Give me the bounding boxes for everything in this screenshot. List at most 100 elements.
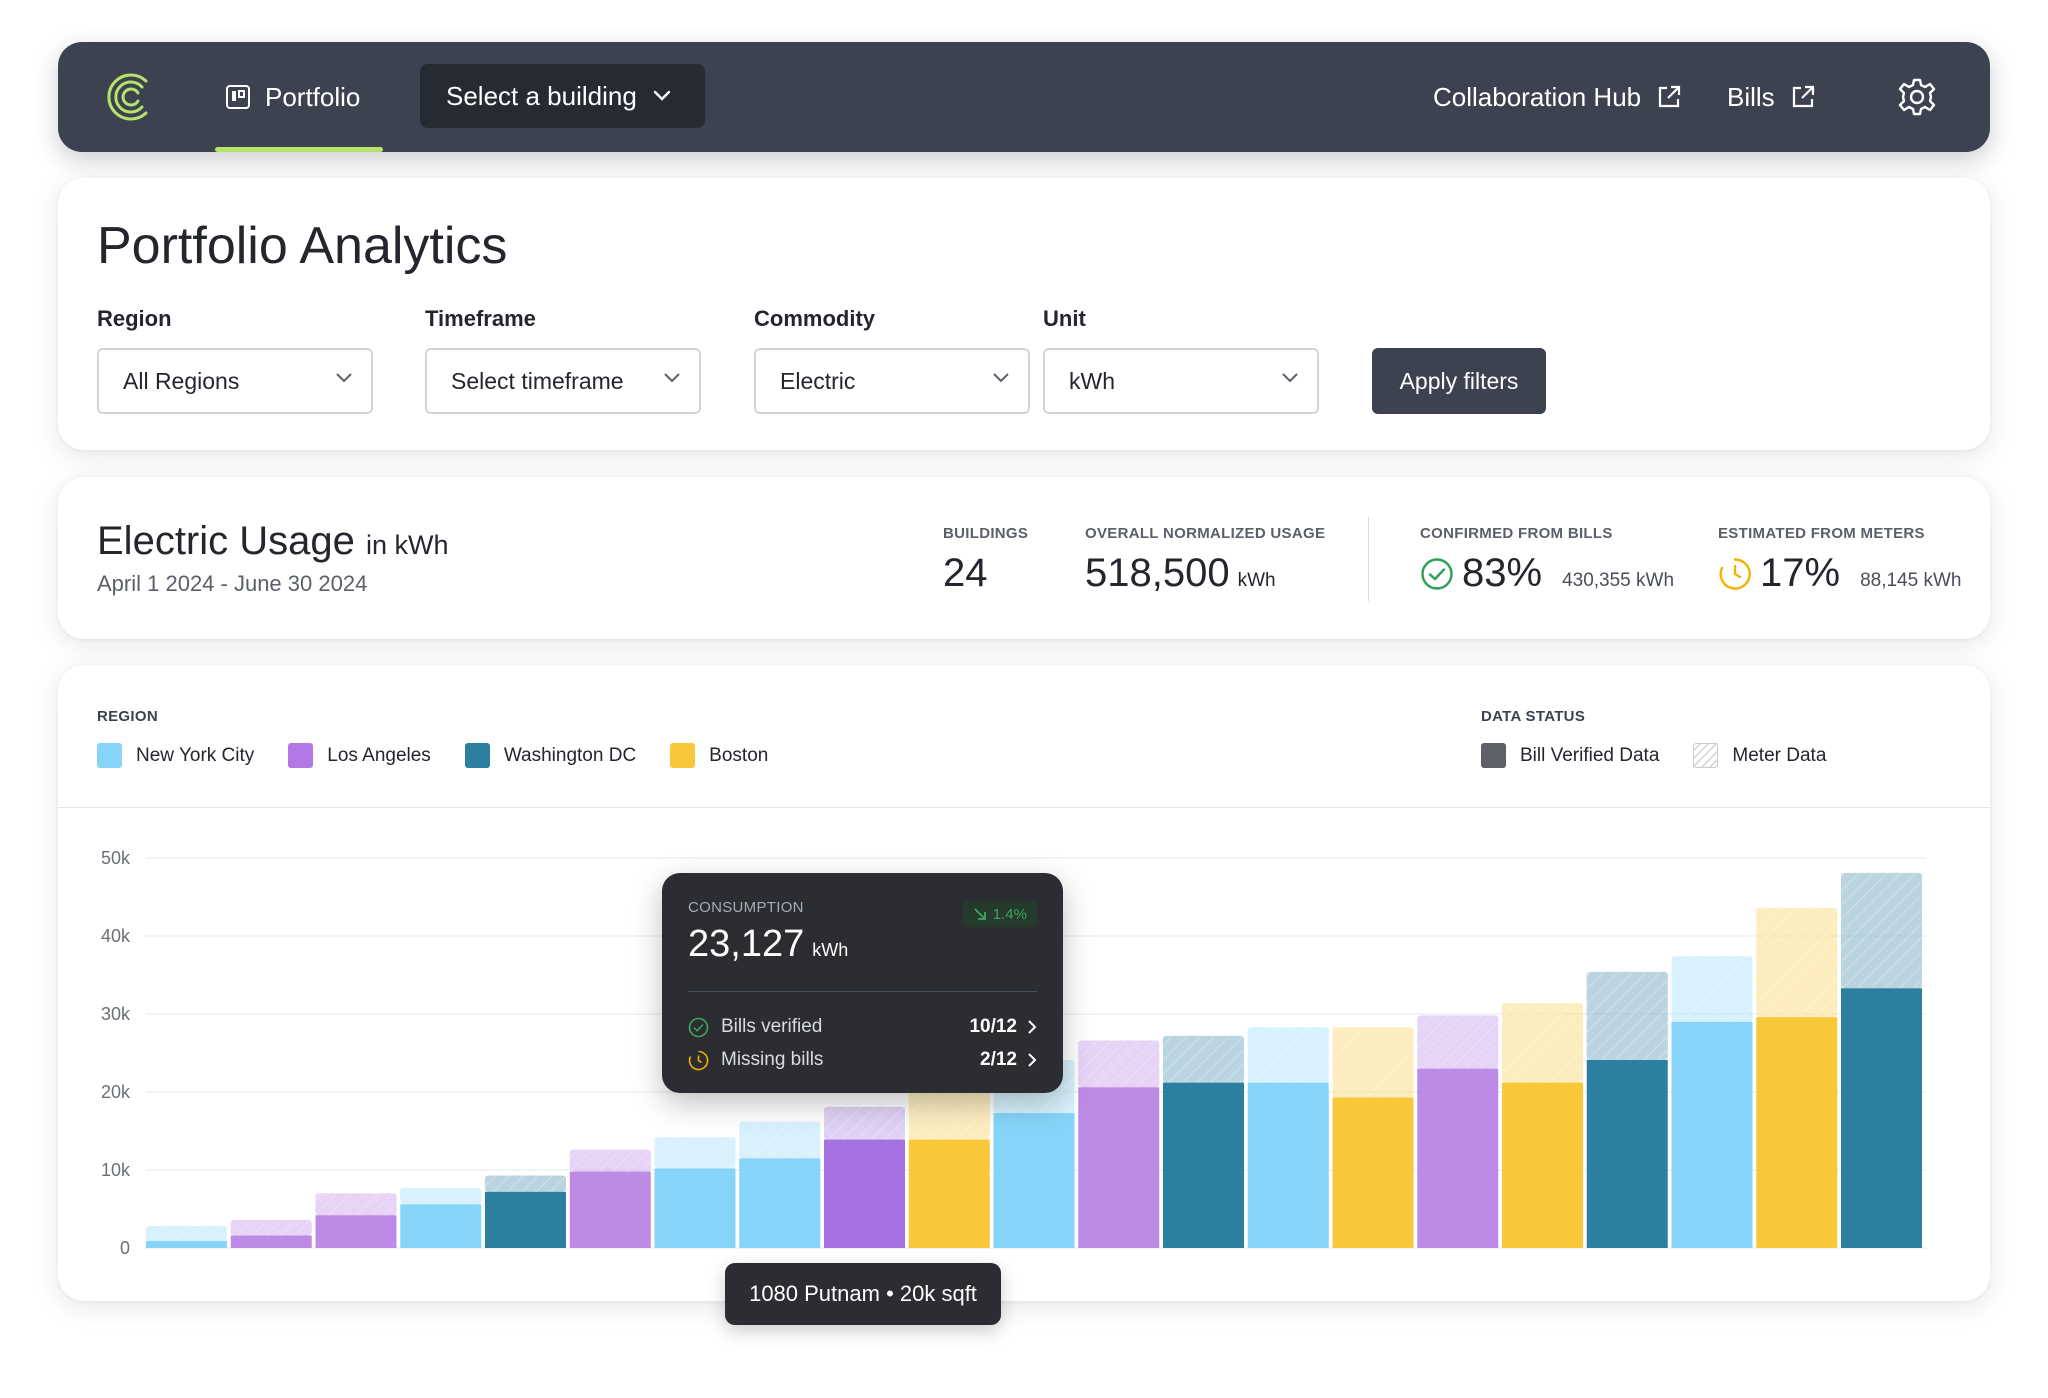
missing-bills-row[interactable]: Missing bills 2/12 bbox=[688, 1049, 1037, 1071]
bills-label: Bills bbox=[1727, 81, 1775, 112]
bar-verified-segment[interactable] bbox=[315, 1215, 397, 1248]
estimated-meters-percent: 17% bbox=[1760, 551, 1841, 595]
check-circle-icon bbox=[1421, 557, 1453, 590]
active-tab-indicator bbox=[215, 147, 383, 152]
bar-verified-segment[interactable] bbox=[1756, 1017, 1838, 1248]
bar-meter-hatch bbox=[1671, 956, 1753, 1022]
tooltip-unit: kWh bbox=[812, 940, 849, 960]
chart-bar[interactable] bbox=[230, 1219, 312, 1248]
chart-bar[interactable] bbox=[315, 1193, 397, 1248]
bar-meter-hatch bbox=[1078, 1040, 1160, 1088]
bar-meter-hatch bbox=[485, 1175, 566, 1192]
chart-bar[interactable] bbox=[1078, 1040, 1160, 1248]
chart-bar[interactable] bbox=[908, 1088, 990, 1248]
chart-bar[interactable] bbox=[654, 1137, 736, 1248]
collaboration-hub-link[interactable]: Collaboration Hub bbox=[1433, 42, 1683, 152]
bar-verified-segment[interactable] bbox=[400, 1204, 482, 1248]
bar-verified-segment[interactable] bbox=[146, 1240, 227, 1248]
bar-verified-segment[interactable] bbox=[230, 1235, 312, 1248]
chart-bar[interactable] bbox=[1332, 1027, 1414, 1248]
chart-bar[interactable] bbox=[1163, 1035, 1244, 1248]
chevron-down-icon bbox=[1282, 373, 1298, 383]
chart-bar[interactable] bbox=[1417, 1015, 1499, 1248]
legend-item-dc[interactable]: Washington DC bbox=[464, 743, 636, 768]
bar-verified-segment[interactable] bbox=[908, 1139, 990, 1248]
bar-verified-segment[interactable] bbox=[1163, 1082, 1244, 1248]
chart-bar[interactable] bbox=[1671, 956, 1753, 1248]
buildings-count: 24 bbox=[943, 551, 988, 595]
bar-verified-segment[interactable] bbox=[1417, 1068, 1499, 1248]
legend-item-la[interactable]: Los Angeles bbox=[288, 743, 431, 768]
bar-meter-hatch bbox=[739, 1121, 821, 1159]
change-value: 1.4% bbox=[992, 905, 1027, 923]
tab-portfolio[interactable]: Portfolio bbox=[215, 42, 383, 152]
gear-icon[interactable] bbox=[1896, 76, 1938, 118]
confirmed-bills-stat: 83% 430,355 kWh bbox=[1420, 551, 1674, 596]
dc-swatch bbox=[464, 743, 490, 768]
legend-item-boston[interactable]: Boston bbox=[670, 743, 768, 768]
collaboration-hub-label: Collaboration Hub bbox=[1433, 81, 1642, 112]
chart-bar[interactable] bbox=[1756, 907, 1838, 1248]
bar-verified-segment[interactable] bbox=[569, 1171, 651, 1248]
bills-verified-row[interactable]: Bills verified 10/12 bbox=[688, 1016, 1037, 1038]
chart-bar[interactable] bbox=[1841, 872, 1922, 1248]
timeframe-select[interactable]: Select timeframe bbox=[425, 348, 701, 414]
bar-verified-segment[interactable] bbox=[1671, 1021, 1753, 1248]
apply-filters-button[interactable]: Apply filters bbox=[1372, 348, 1546, 414]
bar-verified-segment[interactable] bbox=[1332, 1097, 1414, 1248]
y-tick-label: 20k bbox=[101, 1082, 131, 1102]
chevron-down-icon bbox=[993, 373, 1009, 383]
legend-item-meter-data[interactable]: Meter Data bbox=[1693, 743, 1826, 768]
bar-verified-segment[interactable] bbox=[1247, 1082, 1329, 1248]
estimated-meters-label: ESTIMATED FROM METERS bbox=[1718, 525, 1925, 542]
unit-filter-label: Unit bbox=[1043, 306, 1086, 331]
chart-bar[interactable] bbox=[1247, 1027, 1329, 1248]
bar-verified-segment[interactable] bbox=[993, 1113, 1075, 1248]
chart-bar[interactable] bbox=[569, 1149, 651, 1248]
bar-verified-segment[interactable] bbox=[739, 1158, 821, 1248]
bills-verified-label: Bills verified bbox=[721, 1016, 823, 1037]
chart-header-divider bbox=[58, 807, 1990, 808]
usage-title-text: Electric Usage bbox=[97, 519, 355, 563]
bar-meter-hatch bbox=[315, 1193, 397, 1216]
bar-meter-hatch bbox=[569, 1149, 651, 1172]
chart-bar[interactable] bbox=[739, 1121, 821, 1248]
chart-bar[interactable] bbox=[400, 1187, 482, 1248]
bills-link[interactable]: Bills bbox=[1727, 42, 1817, 152]
commodity-select-value: Electric bbox=[780, 367, 856, 394]
tooltip-consumption: 23,127 bbox=[688, 923, 805, 965]
bar-verified-segment[interactable] bbox=[485, 1191, 566, 1248]
bar-verified-segment[interactable] bbox=[1078, 1087, 1160, 1248]
bar-meter-hatch bbox=[230, 1219, 312, 1236]
check-circle-icon bbox=[688, 1017, 709, 1037]
bar-verified-segment[interactable] bbox=[824, 1139, 905, 1248]
solid-swatch-icon bbox=[1481, 743, 1506, 768]
legend-item-bill-verified[interactable]: Bill Verified Data bbox=[1481, 743, 1659, 768]
clock-icon bbox=[688, 1050, 709, 1070]
building-select[interactable]: Select a building bbox=[420, 64, 705, 128]
region-select[interactable]: All Regions bbox=[97, 348, 373, 414]
y-tick-label: 50k bbox=[101, 848, 131, 868]
commodity-select[interactable]: Electric bbox=[754, 348, 1030, 414]
app-logo-icon[interactable] bbox=[104, 69, 160, 125]
legend-item-nyc[interactable]: New York City bbox=[97, 743, 254, 768]
bar-verified-segment[interactable] bbox=[1586, 1060, 1668, 1248]
bar-meter-hatch bbox=[1247, 1027, 1329, 1083]
bar-verified-segment[interactable] bbox=[1502, 1082, 1583, 1248]
bar-meter-hatch bbox=[1332, 1027, 1414, 1098]
bar-verified-segment[interactable] bbox=[1841, 988, 1922, 1248]
chart-bar[interactable] bbox=[485, 1175, 566, 1248]
tooltip-label: CONSUMPTION bbox=[688, 899, 804, 916]
bar-verified-segment[interactable] bbox=[654, 1168, 736, 1248]
legend-boston-label: Boston bbox=[709, 744, 769, 766]
usage-title: Electric Usage in kWh bbox=[97, 519, 449, 564]
chart-bar[interactable] bbox=[824, 1106, 905, 1248]
chart-bar[interactable] bbox=[1502, 1003, 1583, 1248]
unit-select[interactable]: kWh bbox=[1043, 348, 1319, 414]
confirmed-bills-kwh: 430,355 kWh bbox=[1562, 570, 1675, 591]
bar-meter-hatch bbox=[400, 1187, 482, 1205]
chart-bar[interactable] bbox=[146, 1226, 227, 1248]
chart-bar[interactable] bbox=[1586, 971, 1668, 1248]
normalized-usage-unit: kWh bbox=[1237, 570, 1276, 591]
y-tick-label: 30k bbox=[101, 1004, 131, 1024]
